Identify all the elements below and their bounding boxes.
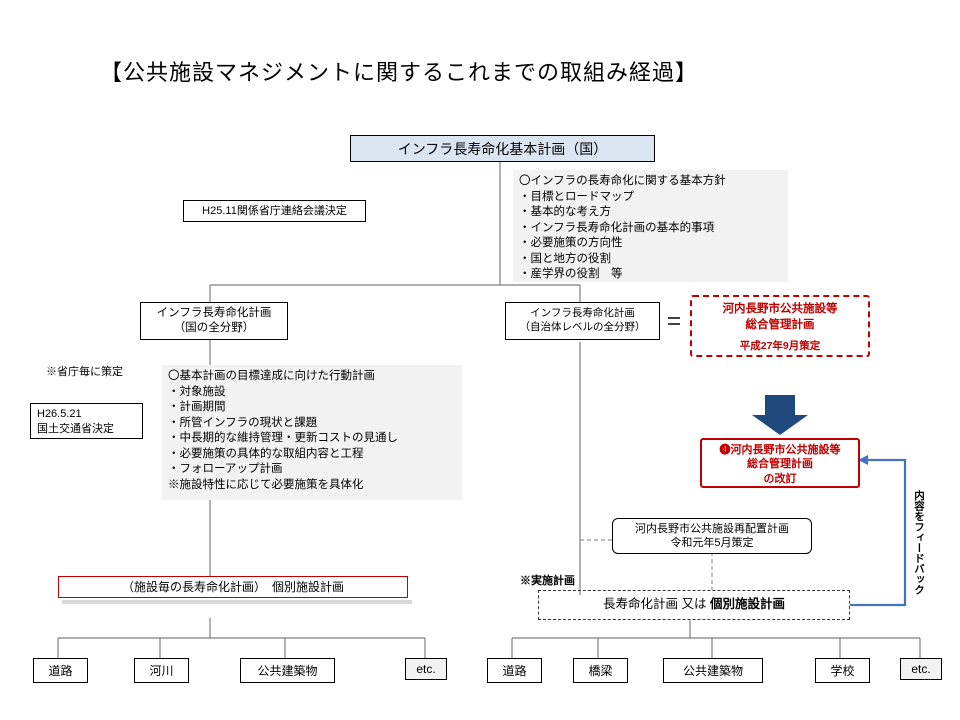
cat-right-3: 学校: [815, 658, 870, 683]
right-facility-plan-box: 長寿命化計画 又は 個別施設計画: [538, 590, 850, 620]
cat-right-2: 公共建築物: [663, 658, 763, 683]
top-list-2: ・インフラ長寿命化計画の基本的事項: [519, 221, 782, 237]
right-local-plan-box: インフラ長寿命化計画 （自治体レベルの全分野）: [505, 302, 660, 340]
left-list-6: ※施設特性に応じて必要施策を具体化: [168, 478, 456, 494]
left-list-header: 〇基本計画の目標達成に向けた行動計画: [168, 369, 456, 385]
cat-left-2: 公共建築物: [240, 658, 335, 683]
cat-left-1: 河川: [134, 658, 189, 683]
kawachi-plan-l1: 河内長野市公共施設等: [696, 302, 864, 318]
reallocation-plan-box: 河内長野市公共施設再配置計画 令和元年5月策定: [612, 518, 812, 554]
kawachi-plan-revision: ❹河内長野市公共施設等 総合管理計画 の改訂: [700, 438, 860, 488]
left-list-0: ・対象施設: [168, 385, 456, 401]
top-decision-note: H25.11関係省庁連絡会議決定: [183, 200, 366, 222]
left-national-plan-l2: （国の全分野）: [145, 321, 283, 336]
left-list-4: ・必要施策の具体的な取組内容と工程: [168, 447, 456, 463]
top-list-4: ・国と地方の役割: [519, 252, 782, 268]
left-list-1: ・計画期間: [168, 400, 456, 416]
cat-right-0: 道路: [487, 658, 542, 683]
right-local-plan-l2: （自治体レベルの全分野）: [510, 320, 655, 334]
left-mlit-l1: H26.5.21: [37, 407, 138, 422]
kawachi-plan-l2: 総合管理計画: [696, 318, 864, 334]
kawachi-rev-l3: の改訂: [705, 472, 855, 486]
left-list-2: ・所管インフラの現状と課題: [168, 416, 456, 432]
left-action-plan-list: 〇基本計画の目標達成に向けた行動計画 ・対象施設 ・計画期間 ・所管インフラの現…: [162, 365, 462, 500]
left-plan-shadow: [62, 600, 412, 604]
cat-right-4: etc.: [900, 658, 942, 680]
left-national-plan-l1: インフラ長寿命化計画: [145, 306, 283, 321]
kawachi-plan-l3: 平成27年9月策定: [696, 339, 864, 353]
left-ministry-note: ※省庁毎に策定: [46, 365, 123, 380]
top-list-header: 〇インフラの長寿命化に関する基本方針: [519, 174, 782, 190]
top-list-3: ・必要施策の方向性: [519, 236, 782, 252]
page-title: 【公共施設マネジメントに関するこれまでの取組み経過】: [100, 58, 698, 88]
left-mlit-decision: H26.5.21 国土交通省決定: [30, 403, 143, 439]
top-list-0: ・目標とロードマップ: [519, 190, 782, 206]
kawachi-plan-original: 河内長野市公共施設等 総合管理計画 平成27年9月策定: [690, 295, 870, 357]
cat-right-1: 橋梁: [573, 658, 628, 683]
realloc-l2: 令和元年5月策定: [617, 536, 807, 550]
left-facility-plan-box: （施設毎の長寿命化計画） 個別施設計画: [58, 576, 408, 598]
top-plan-box: インフラ長寿命化基本計画（国）: [350, 135, 655, 162]
implementation-note: ※実施計画: [520, 574, 575, 589]
realloc-l1: 河内長野市公共施設再配置計画: [617, 522, 807, 536]
kawachi-rev-l2: 総合管理計画: [705, 457, 855, 471]
left-mlit-l2: 国土交通省決定: [37, 422, 138, 437]
left-list-5: ・フォローアップ計画: [168, 462, 456, 478]
cat-left-3: etc.: [405, 658, 447, 680]
right-plan-text: 長寿命化計画 又は 個別施設計画: [603, 597, 785, 611]
feedback-label: 内容をフィードバック: [910, 490, 924, 595]
right-local-plan-l1: インフラ長寿命化計画: [510, 306, 655, 320]
cat-left-0: 道路: [33, 658, 88, 683]
top-list-1: ・基本的な考え方: [519, 205, 782, 221]
top-list-5: ・産学界の役割 等: [519, 267, 782, 283]
top-policy-list: 〇インフラの長寿命化に関する基本方針 ・目標とロードマップ ・基本的な考え方 ・…: [513, 170, 788, 282]
left-national-plan-box: インフラ長寿命化計画 （国の全分野）: [140, 302, 288, 340]
left-list-3: ・中長期的な維持管理・更新コストの見通し: [168, 431, 456, 447]
kawachi-rev-l1: ❹河内長野市公共施設等: [705, 443, 855, 457]
